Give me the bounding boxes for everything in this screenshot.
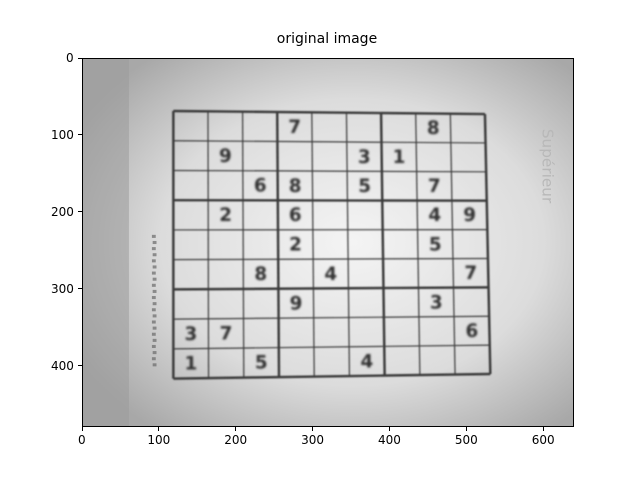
margin-mark <box>152 302 157 306</box>
grid-line-vertical <box>415 113 421 376</box>
grid-line-horizontal <box>173 286 489 291</box>
sudoku-digit: 9 <box>463 205 476 226</box>
y-tick-label: 400 <box>51 358 74 373</box>
sudoku-digit: 4 <box>428 205 441 226</box>
x-tick-mark <box>542 427 544 431</box>
sudoku-digit: 7 <box>464 263 477 284</box>
grid-line-vertical <box>241 111 245 378</box>
margin-mark <box>152 326 157 330</box>
grid-line-horizontal <box>173 198 487 202</box>
margin-mark <box>152 253 157 257</box>
x-tick-mark <box>81 427 83 431</box>
sudoku-digit: 2 <box>219 205 232 226</box>
sudoku-digit: 6 <box>289 205 302 226</box>
x-tick-label: 600 <box>531 433 555 447</box>
grid-line-horizontal <box>173 257 488 261</box>
margin-mark <box>151 308 156 312</box>
sudoku-photo: 7 89 3 16 8 5 72 6 4 92 58 4 79 33 7 61 5 4 Supérieur <box>83 59 573 426</box>
sudoku-digit: 3 <box>430 292 443 313</box>
grid-line-vertical <box>483 114 492 375</box>
y-tick-label: 0 <box>66 51 74 65</box>
figure-title: original image <box>276 31 378 47</box>
x-tick-mark <box>465 427 467 431</box>
margin-mark <box>151 259 156 263</box>
sudoku-digit: 8 <box>254 264 267 285</box>
sudoku-digit: 6 <box>254 176 267 197</box>
sudoku-digit: 6 <box>465 321 478 342</box>
sudoku-digit: 7 <box>428 176 441 197</box>
page-watermark-text: Supérieur <box>538 129 556 204</box>
sudoku-digit: 9 <box>290 293 303 314</box>
grid-line-horizontal <box>173 344 490 350</box>
sudoku-digit: 2 <box>289 235 302 256</box>
sudoku-digit: 7 <box>288 117 301 138</box>
y-tick-mark <box>78 365 82 366</box>
sudoku-digit: 4 <box>324 264 337 285</box>
sudoku-digit: 7 <box>220 324 233 345</box>
y-tick-label: 100 <box>51 127 74 142</box>
sudoku-digit: 8 <box>427 118 440 139</box>
margin-mark <box>151 320 156 324</box>
shadow-left <box>83 59 129 426</box>
margin-print-marks <box>151 234 157 367</box>
margin-mark <box>151 271 156 275</box>
sudoku-digit: 3 <box>185 324 198 345</box>
margin-mark <box>152 351 157 355</box>
margin-mark <box>152 265 157 269</box>
sudoku-digit: 5 <box>429 234 442 255</box>
sudoku-digit: 1 <box>393 147 406 168</box>
y-tick-mark <box>78 288 82 290</box>
margin-mark <box>151 247 156 251</box>
sudoku-digit: 9 <box>219 146 232 167</box>
x-tick-mark <box>312 427 314 431</box>
margin-mark <box>151 332 156 336</box>
sudoku-digit: 1 <box>185 354 198 375</box>
grid-line-horizontal <box>173 140 486 144</box>
margin-mark <box>152 289 157 293</box>
margin-mark <box>152 277 157 281</box>
x-tick-label: 500 <box>454 433 478 447</box>
sudoku-grid-lines <box>172 109 492 380</box>
x-tick-label: 400 <box>378 433 401 447</box>
margin-mark <box>152 338 157 342</box>
grid-line-vertical <box>345 112 351 377</box>
x-tick-label: 100 <box>147 433 171 447</box>
grid-line-horizontal <box>173 372 491 380</box>
margin-mark <box>151 283 156 287</box>
grid-line-vertical <box>275 112 281 378</box>
grid-line-vertical <box>379 113 386 376</box>
sudoku-digit: 5 <box>255 353 268 374</box>
margin-mark <box>151 234 156 238</box>
sudoku-digits: 7 89 3 16 8 5 72 6 4 92 58 4 79 33 7 61 5 4 <box>185 117 479 375</box>
y-tick-mark <box>78 134 82 136</box>
grid-line-horizontal <box>173 109 485 116</box>
margin-mark <box>151 357 156 361</box>
grid-line-vertical <box>311 112 315 377</box>
x-tick-mark <box>389 427 390 431</box>
grid-line-vertical <box>449 113 456 375</box>
x-tick-mark <box>158 427 160 431</box>
margin-mark <box>152 240 157 245</box>
sudoku-digit: 8 <box>289 176 302 197</box>
y-tick-label: 300 <box>51 281 74 296</box>
x-tick-mark <box>235 427 237 431</box>
sudoku-digit: 4 <box>360 351 373 372</box>
y-tick-mark <box>78 211 82 213</box>
sudoku-digit: 3 <box>358 147 371 168</box>
x-tick-label: 300 <box>301 433 325 447</box>
margin-mark <box>152 363 157 367</box>
sudoku-digit: 5 <box>358 176 371 197</box>
margin-mark <box>151 296 156 300</box>
grid-line-horizontal <box>173 315 490 320</box>
y-tick-mark <box>78 57 82 59</box>
margin-mark <box>152 314 157 318</box>
x-tick-label: 200 <box>224 433 248 447</box>
y-tick-label: 200 <box>51 204 74 219</box>
x-tick-label: 0 <box>78 433 86 447</box>
grid-line-vertical <box>207 111 210 379</box>
margin-mark <box>151 344 156 349</box>
grid-line-horizontal <box>173 169 487 173</box>
